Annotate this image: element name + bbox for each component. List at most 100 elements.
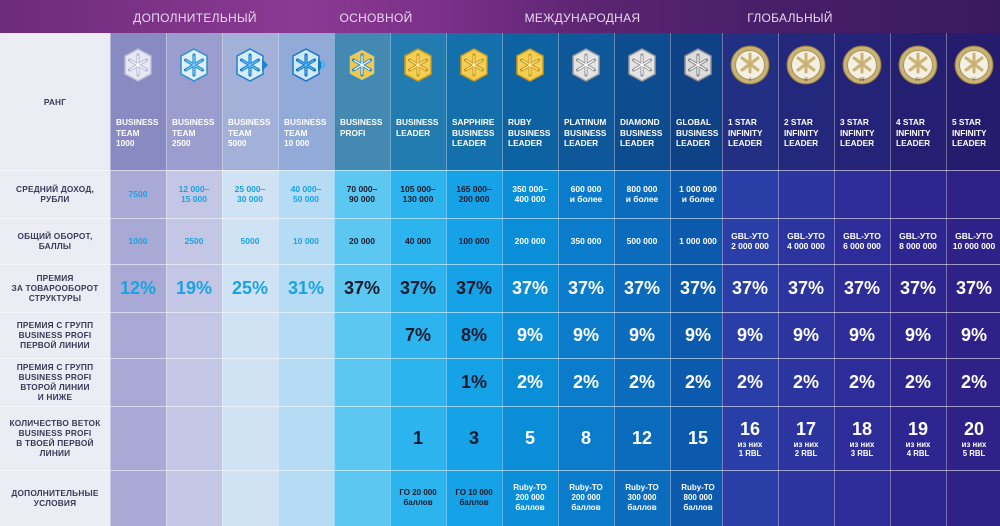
cell-branches: 18 из них 3 RBL [834, 406, 890, 470]
column-divider [670, 33, 671, 526]
rank-name: 1 STAR INFINITY LEADER [728, 117, 763, 148]
cell-bonus-struct: 37% [843, 277, 881, 298]
cell-turnover: 500 000 [626, 236, 658, 246]
cell-income [722, 170, 778, 218]
rank-name: BUSINESS TEAM 1000 [116, 117, 159, 148]
section-global-business: ГЛОБАЛЬНЫЙ БИЗНЕС [747, 11, 833, 61]
cell-income: 350 000– 400 000 [512, 184, 548, 204]
cell-income: 7500 [128, 189, 148, 199]
rank-badge-icon [566, 45, 606, 85]
cell-income: 165 000– 200 000 [456, 184, 492, 204]
cell-conditions [110, 470, 166, 526]
infinity-medal-icon: IV [898, 45, 938, 85]
cell-bonus-second: 2% [684, 371, 711, 392]
rank-badge-icon [510, 45, 550, 85]
cell-bonus-second: 2% [516, 371, 543, 392]
branches-sub: из них 5 RBL [961, 439, 987, 458]
cell-turnover: 200 000 [514, 236, 546, 246]
svg-text:II: II [804, 77, 808, 83]
cell-bonus-first: 9% [736, 324, 763, 345]
rank-badge-icon [230, 45, 270, 85]
cell-bonus-second [278, 358, 334, 406]
rank-column: BUSINESS TEAM 5000 25 000– 30 000 5000 25% [222, 33, 278, 526]
rank-column: V 5 STAR INFINITY LEADER GBL-УТО 10 000 000 3… [946, 33, 1000, 526]
cell-bonus-first: 8% [460, 324, 487, 345]
cell-bonus-first [110, 312, 166, 358]
rank-badge-icon [174, 45, 214, 85]
cell-bonus-struct: 37% [787, 277, 825, 298]
branches-count: 19 [907, 418, 929, 439]
cell-bonus-second [166, 358, 222, 406]
branches-sub: из них 3 RBL [849, 439, 875, 458]
row-label-bonus-first: ПРЕМИЯ С ГРУПП BUSINESS PROFI ПЕРВОЙ ЛИНИИ [16, 320, 94, 350]
branches-sub: из них 1 RBL [737, 439, 763, 458]
rank-column: PLATINUM BUSINESS LEADER 600 000 и более 350 … [558, 33, 614, 526]
cell-branches: 1 [390, 406, 446, 470]
cell-turnover: 20 000 [349, 236, 375, 246]
cell-conditions [166, 470, 222, 526]
column-divider [166, 33, 167, 526]
cell-bonus-struct: 37% [511, 277, 549, 298]
row-divider [0, 218, 1000, 219]
column-divider [334, 33, 335, 526]
cell-bonus-struct: 31% [287, 277, 325, 298]
cell-bonus-first: 9% [848, 324, 875, 345]
branches-sub: из них 2 RBL [793, 439, 819, 458]
rank-name: RUBY BUSINESS LEADER [508, 117, 551, 148]
cell-bonus-second [222, 358, 278, 406]
cell-turnover: 5000 [240, 236, 260, 246]
cell-conditions [278, 470, 334, 526]
rank-badge-icon [118, 45, 158, 85]
rank-name: PLATINUM BUSINESS LEADER [564, 117, 607, 148]
row-divider [0, 312, 1000, 313]
branches-count: 12 [631, 427, 653, 448]
cell-bonus-first [222, 312, 278, 358]
rank-badge-icon [342, 45, 382, 85]
infinity-medal-icon: I [730, 45, 770, 85]
column-divider [778, 33, 779, 526]
rank-name: DIAMOND BUSINESS LEADER [620, 117, 663, 148]
cell-branches: 5 [502, 406, 558, 470]
rank-column: I 1 STAR INFINITY LEADER GBL-УТО 2 000 000 37… [722, 33, 778, 526]
branches-count: 8 [580, 427, 591, 448]
branches-count: 3 [468, 427, 479, 448]
cell-branches [222, 406, 278, 470]
cell-branches: 20 из них 5 RBL [946, 406, 1000, 470]
cell-conditions [890, 470, 946, 526]
column-divider [558, 33, 559, 526]
rank-badge-icon [286, 45, 327, 85]
row-labels-column [0, 33, 110, 526]
rank-badge-icon [398, 45, 438, 85]
rank-name: 5 STAR INFINITY LEADER [952, 117, 987, 148]
cell-income [778, 170, 834, 218]
cell-income: 40 000– 50 000 [290, 184, 322, 204]
cell-conditions [722, 470, 778, 526]
cell-bonus-struct: 37% [899, 277, 937, 298]
cell-turnover: GBL-УТО 8 000 000 [899, 231, 937, 251]
column-divider [222, 33, 223, 526]
rank-name: BUSINESS TEAM 5000 [228, 117, 271, 148]
cell-bonus-first: 9% [960, 324, 987, 345]
row-divider [0, 470, 1000, 471]
branches-count: 1 [412, 427, 423, 448]
cell-bonus-struct: 37% [567, 277, 605, 298]
rank-column: GLOBAL BUSINESS LEADER 1 000 000 и более 1 00… [670, 33, 726, 526]
cell-bonus-struct: 37% [731, 277, 769, 298]
svg-text:III: III [859, 77, 865, 83]
cell-bonus-second [390, 358, 446, 406]
cell-turnover: GBL-УТО 4 000 000 [787, 231, 825, 251]
rank-column: II 2 STAR INFINITY LEADER GBL-УТО 4 000 000 3… [778, 33, 834, 526]
rank-column: DIAMOND BUSINESS LEADER 800 000 и более 500 0… [614, 33, 670, 526]
cell-bonus-struct: 37% [399, 277, 437, 298]
cell-conditions: Ruby-ТО 800 000 баллов [681, 483, 715, 512]
branches-count: 15 [687, 427, 709, 448]
cell-bonus-second: 2% [904, 371, 931, 392]
column-divider [722, 33, 723, 526]
cell-turnover: GBL-УТО 10 000 000 [952, 231, 996, 251]
section-header-bar: ДОПОЛНИТЕЛЬНЫЙ ДОХОД ОСНОВНОЙ ДОХОД МЕЖД… [0, 0, 1000, 61]
cell-bonus-struct: 12% [119, 277, 157, 298]
column-divider [278, 33, 279, 526]
cell-conditions [834, 470, 890, 526]
cell-bonus-struct: 25% [231, 277, 269, 298]
section-additional-income: ДОПОЛНИТЕЛЬНЫЙ ДОХОД [133, 11, 257, 61]
